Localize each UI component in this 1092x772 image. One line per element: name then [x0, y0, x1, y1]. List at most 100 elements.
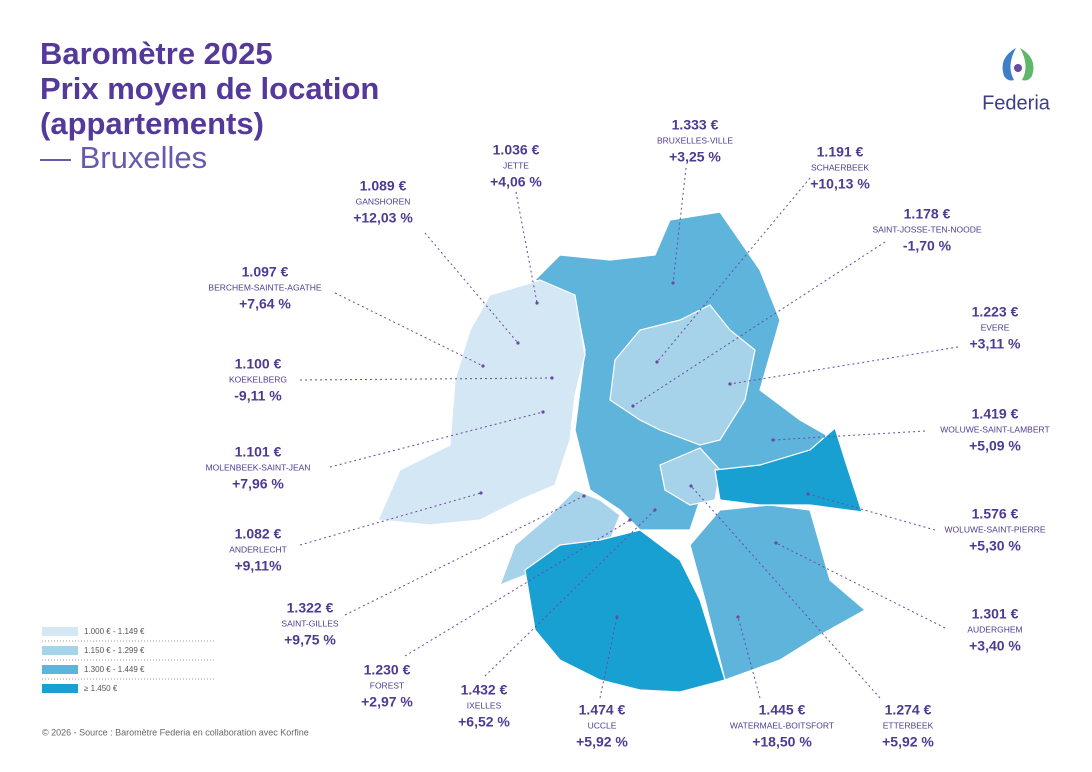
legend-swatch: [42, 627, 78, 636]
marker: [535, 301, 539, 305]
change: +10,13 %: [810, 176, 870, 192]
marker: [516, 341, 520, 345]
legend-swatch: [42, 665, 78, 674]
commune-name: SCHAERBEEK: [811, 162, 869, 172]
price: 1.322 €: [287, 600, 334, 616]
marker: [582, 494, 586, 498]
leader-line: [737, 616, 761, 699]
title-line: Baromètre 2025: [40, 36, 273, 71]
commune-name: SAINT-JOSSE-TEN-NOODE: [872, 224, 981, 234]
marker: [628, 518, 632, 522]
commune-name: ETTERBEEK: [883, 720, 934, 730]
price: 1.191 €: [817, 144, 864, 160]
legend-label: 1.000 € - 1.149 €: [84, 627, 145, 636]
commune-name: FOREST: [370, 680, 404, 690]
marker: [631, 404, 635, 408]
marker: [736, 615, 740, 619]
legend-label: ≥ 1.450 €: [84, 684, 118, 693]
leader-line: [424, 232, 519, 344]
map: [377, 211, 867, 693]
marker: [655, 360, 659, 364]
marker: [541, 410, 545, 414]
leader-line: [807, 493, 936, 531]
price: 1.223 €: [972, 304, 1019, 320]
district: [714, 426, 863, 513]
commune-name: UCCLE: [588, 720, 617, 730]
district: [659, 447, 721, 506]
change: +5,92 %: [576, 734, 628, 750]
leader-line: [334, 292, 484, 367]
price: 1.419 €: [972, 406, 1019, 422]
price: 1.474 €: [579, 702, 626, 718]
price: 1.576 €: [972, 506, 1019, 522]
legend-swatch: [42, 684, 78, 693]
leader-line: [515, 191, 538, 304]
labels: 1.089 € GANSHOREN +12,03 % 1.036 € JETTE +4,0…: [206, 117, 1050, 750]
legend-swatch: [42, 646, 78, 655]
change: +9,11%: [234, 558, 282, 574]
commune-name: AUDERGHEM: [967, 624, 1022, 634]
marker: [774, 541, 778, 545]
change: +6,52 %: [458, 714, 510, 730]
commune-name: BRUXELLES-VILLE: [657, 135, 733, 145]
commune-name: WOLUWE-SAINT-PIERRE: [944, 524, 1045, 534]
leader-line: [599, 616, 618, 699]
logo-text: Federia: [982, 92, 1051, 114]
change: +5,92 %: [882, 734, 934, 750]
change: +7,96 %: [232, 476, 284, 492]
change: +3,40 %: [969, 638, 1021, 654]
commune-name: SAINT-GILLES: [281, 618, 338, 628]
marker: [771, 438, 775, 442]
commune-name: MOLENBEEK-SAINT-JEAN: [206, 462, 311, 472]
price: 1.445 €: [759, 702, 806, 718]
marker: [479, 491, 483, 495]
change: +7,64 %: [239, 296, 291, 312]
leader-line: [329, 411, 544, 468]
logo: Federia: [982, 48, 1051, 114]
price: 1.089 €: [360, 178, 407, 194]
price: 1.274 €: [885, 702, 932, 718]
price: 1.082 €: [235, 526, 282, 542]
commune-name: ANDERLECHT: [229, 544, 287, 554]
commune-name: BERCHEM-SAINTE-AGATHE: [208, 282, 322, 292]
price: 1.100 €: [235, 356, 282, 372]
district: [689, 504, 867, 681]
leader-line: [772, 430, 926, 441]
leader-line: [775, 542, 946, 629]
leader-line: [632, 241, 886, 407]
subtitle: — Bruxelles: [40, 140, 207, 175]
change: +2,97 %: [361, 694, 413, 710]
change: -9,11 %: [234, 388, 282, 404]
change: +3,11 %: [970, 336, 1022, 352]
leader-line: [404, 519, 631, 657]
change: +4,06 %: [490, 174, 542, 190]
leader-line: [299, 377, 553, 381]
source: © 2026 - Source : Baromètre Federia en c…: [42, 727, 309, 737]
leader-line: [729, 346, 959, 385]
marker: [689, 484, 693, 488]
district: [524, 529, 726, 693]
commune-name: IXELLES: [467, 700, 502, 710]
change: +3,25 %: [669, 149, 721, 165]
legend-label: 1.150 € - 1.299 €: [84, 646, 145, 655]
marker: [653, 508, 657, 512]
marker: [550, 376, 554, 380]
change: +18,50 %: [752, 734, 812, 750]
commune-name: GANSHOREN: [356, 196, 411, 206]
price: 1.178 €: [904, 206, 951, 222]
commune-name: WATERMAEL-BOITSFORT: [730, 720, 834, 730]
change: +5,30 %: [969, 538, 1021, 554]
price: 1.432 €: [461, 682, 508, 698]
change: +5,09 %: [969, 438, 1021, 454]
price: 1.036 €: [493, 142, 540, 158]
price: 1.097 €: [242, 264, 289, 280]
marker: [806, 492, 810, 496]
leader-line: [299, 492, 482, 546]
commune-name: KOEKELBERG: [229, 374, 287, 384]
title-line: Prix moyen de location: [40, 71, 379, 106]
price: 1.301 €: [972, 606, 1019, 622]
change: -1,70 %: [903, 238, 952, 254]
commune-name: WOLUWE-SAINT-LAMBERT: [940, 424, 1049, 434]
price: 1.101 €: [235, 444, 282, 460]
